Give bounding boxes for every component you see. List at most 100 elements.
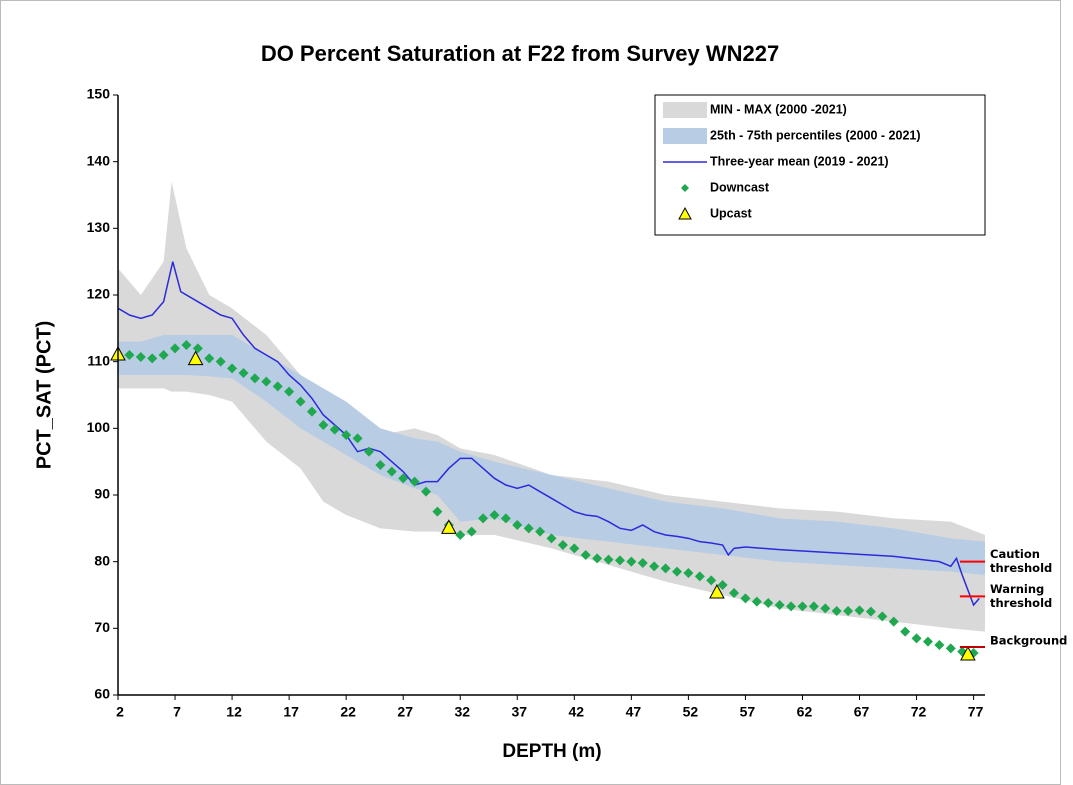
downcast-marker xyxy=(375,460,386,470)
y-tick-label: 140 xyxy=(87,152,111,168)
downcast-marker xyxy=(671,566,682,577)
x-tick-label: 37 xyxy=(511,704,527,720)
x-tick-label: 52 xyxy=(683,704,699,720)
downcast-marker xyxy=(592,553,603,564)
downcast-marker xyxy=(261,376,272,387)
x-tick-label: 62 xyxy=(797,704,813,720)
downcast-marker xyxy=(181,340,192,350)
downcast-marker xyxy=(409,476,420,487)
legend-label: MIN - MAX (2000 -2021) xyxy=(710,102,847,116)
downcast-marker xyxy=(204,353,215,364)
downcast-marker xyxy=(363,446,374,457)
downcast-marker xyxy=(147,353,158,364)
downcast-marker xyxy=(683,568,694,578)
downcast-marker xyxy=(660,563,671,574)
downcast-marker xyxy=(500,513,511,524)
y-tick-label: 100 xyxy=(87,419,111,435)
y-tick-label: 110 xyxy=(87,352,110,368)
downcast-marker xyxy=(386,466,397,477)
downcast-marker xyxy=(523,523,534,534)
downcast-marker xyxy=(717,580,728,590)
downcast-marker xyxy=(831,606,842,616)
downcast-marker xyxy=(272,381,283,392)
legend-swatch xyxy=(663,128,707,144)
downcast-marker xyxy=(249,373,260,384)
downcast-marker xyxy=(318,420,329,430)
downcast-marker xyxy=(432,506,443,517)
downcast-marker xyxy=(341,430,352,440)
downcast-marker xyxy=(694,571,705,582)
y-tick-label: 60 xyxy=(94,686,110,702)
threshold-label: Warning xyxy=(990,582,1044,596)
threshold-label: threshold xyxy=(990,561,1052,575)
downcast-marker xyxy=(614,555,625,566)
downcast-marker xyxy=(352,433,363,444)
downcast-marker xyxy=(158,350,169,360)
x-tick-label: 17 xyxy=(283,704,299,720)
downcast-marker xyxy=(888,616,899,627)
y-tick-label: 150 xyxy=(87,86,111,102)
downcast-marker xyxy=(751,596,762,607)
downcast-marker xyxy=(124,350,135,360)
downcast-marker xyxy=(877,611,888,622)
downcast-marker xyxy=(649,561,660,572)
downcast-marker xyxy=(329,424,340,435)
downcast-marker xyxy=(911,633,922,644)
downcast-marker xyxy=(820,603,831,614)
band-area xyxy=(118,335,985,575)
downcast-marker xyxy=(934,640,945,650)
downcast-marker xyxy=(546,533,557,544)
x-tick-label: 27 xyxy=(397,704,413,720)
x-tick-label: 12 xyxy=(226,704,242,720)
legend-box xyxy=(654,94,986,236)
legend-label: Upcast xyxy=(710,206,753,220)
downcast-marker xyxy=(854,605,865,616)
x-tick-label: 7 xyxy=(173,704,181,720)
downcast-marker xyxy=(455,530,466,540)
y-tick-label: 130 xyxy=(87,219,111,235)
legend-label: Three-year mean (2019 - 2021) xyxy=(710,154,889,168)
mean-line xyxy=(117,261,980,607)
downcast-marker xyxy=(512,520,523,530)
downcast-marker xyxy=(295,396,306,407)
y-tick-label: 120 xyxy=(87,286,111,302)
downcast-marker xyxy=(170,343,181,354)
threshold-label: Caution xyxy=(990,547,1040,561)
downcast-marker xyxy=(922,636,933,647)
downcast-marker xyxy=(238,368,249,378)
downcast-marker xyxy=(637,558,648,568)
downcast-marker xyxy=(797,601,808,612)
legend-swatch xyxy=(663,102,707,118)
x-tick-label: 67 xyxy=(854,704,870,720)
x-tick-label: 2 xyxy=(116,704,124,720)
legend-label: Downcast xyxy=(710,180,770,194)
threshold-label: threshold xyxy=(990,596,1052,610)
legend-label: 25th - 75th percentiles (2000 - 2021) xyxy=(710,128,921,142)
downcast-marker xyxy=(215,356,226,367)
x-tick-label: 42 xyxy=(569,704,585,720)
x-tick-label: 77 xyxy=(968,704,984,720)
upcast-marker xyxy=(709,583,725,599)
downcast-marker xyxy=(603,554,614,565)
y-tick-label: 80 xyxy=(94,552,110,568)
downcast-marker xyxy=(774,600,785,610)
x-tick-label: 22 xyxy=(340,704,356,720)
downcast-marker xyxy=(421,486,432,497)
x-tick-label: 57 xyxy=(740,704,756,720)
downcast-marker xyxy=(306,406,317,417)
downcast-marker xyxy=(557,540,568,550)
downcast-marker xyxy=(580,550,591,560)
upcast-marker xyxy=(960,645,976,661)
downcast-marker xyxy=(398,473,409,484)
downcast-marker xyxy=(192,343,203,354)
upcast-marker xyxy=(440,519,457,534)
downcast-marker xyxy=(729,588,740,598)
downcast-marker xyxy=(227,363,238,374)
downcast-marker xyxy=(706,575,717,586)
downcast-marker xyxy=(945,643,956,654)
threshold-label: Background xyxy=(990,634,1067,648)
downcast-marker xyxy=(535,526,546,537)
x-tick-label: 72 xyxy=(911,704,927,720)
downcast-marker xyxy=(843,606,854,616)
